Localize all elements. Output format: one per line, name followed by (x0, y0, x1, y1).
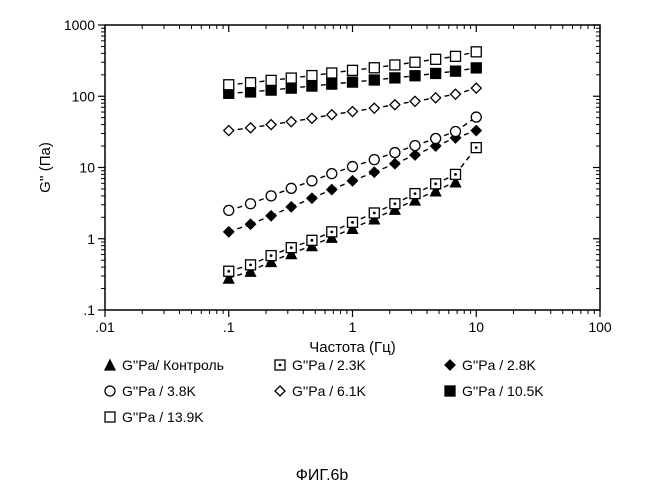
legend-item: G''Pa / 2.3K (275, 357, 366, 373)
legend-item: G''Pa / 6.1K (275, 383, 366, 399)
legend-label: G''Pa / 10.5K (462, 383, 544, 399)
x-tick-label: 10 (468, 319, 484, 335)
legend-label: G''Pa/ Контроль (122, 357, 224, 373)
x-axis-label: Частота (Гц) (309, 339, 395, 356)
figure-container: { "chart": { "type": "scatter-line", "xs… (0, 0, 645, 500)
legend-item: G''Pa / 10.5K (445, 383, 544, 399)
x-tick-label: .1 (223, 319, 235, 335)
chart: .01.1110100.11101001000Частота (Гц)G'' (… (0, 0, 645, 500)
legend-label: G''Pa / 3.8K (122, 383, 196, 399)
series-k4 (224, 112, 482, 215)
legend-item: G''Pa / 3.8K (105, 383, 196, 399)
y-axis-label: G'' (Па) (37, 142, 54, 193)
figure-caption: ФИГ.6b (296, 467, 349, 484)
x-tick-label: 1 (349, 319, 357, 335)
series-k1 (224, 177, 461, 283)
x-tick-label: 100 (588, 319, 612, 335)
y-tick-label: .1 (83, 302, 95, 318)
legend-item: G''Pa / 2.8K (445, 357, 536, 373)
legend-label: G''Pa / 2.8K (462, 357, 536, 373)
y-tick-label: 100 (72, 88, 96, 104)
legend-label: G''Pa / 13.9K (122, 409, 204, 425)
y-tick-label: 10 (79, 160, 95, 176)
x-tick-label: .01 (95, 319, 115, 335)
legend-item: G''Pa/ Контроль (105, 357, 224, 373)
legend-item: G''Pa / 13.9K (105, 409, 204, 425)
y-tick-label: 1 (87, 231, 95, 247)
legend-label: G''Pa / 6.1K (292, 383, 366, 399)
legend-label: G''Pa / 2.3K (292, 357, 366, 373)
y-tick-label: 1000 (64, 17, 95, 33)
